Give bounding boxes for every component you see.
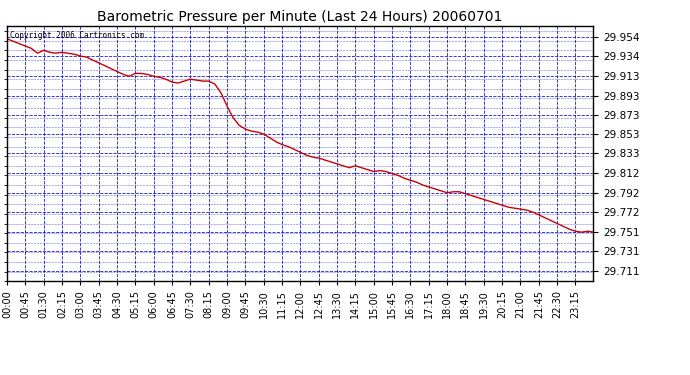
- Title: Barometric Pressure per Minute (Last 24 Hours) 20060701: Barometric Pressure per Minute (Last 24 …: [97, 10, 503, 24]
- Text: Copyright 2006 Cartronics.com: Copyright 2006 Cartronics.com: [10, 32, 144, 40]
